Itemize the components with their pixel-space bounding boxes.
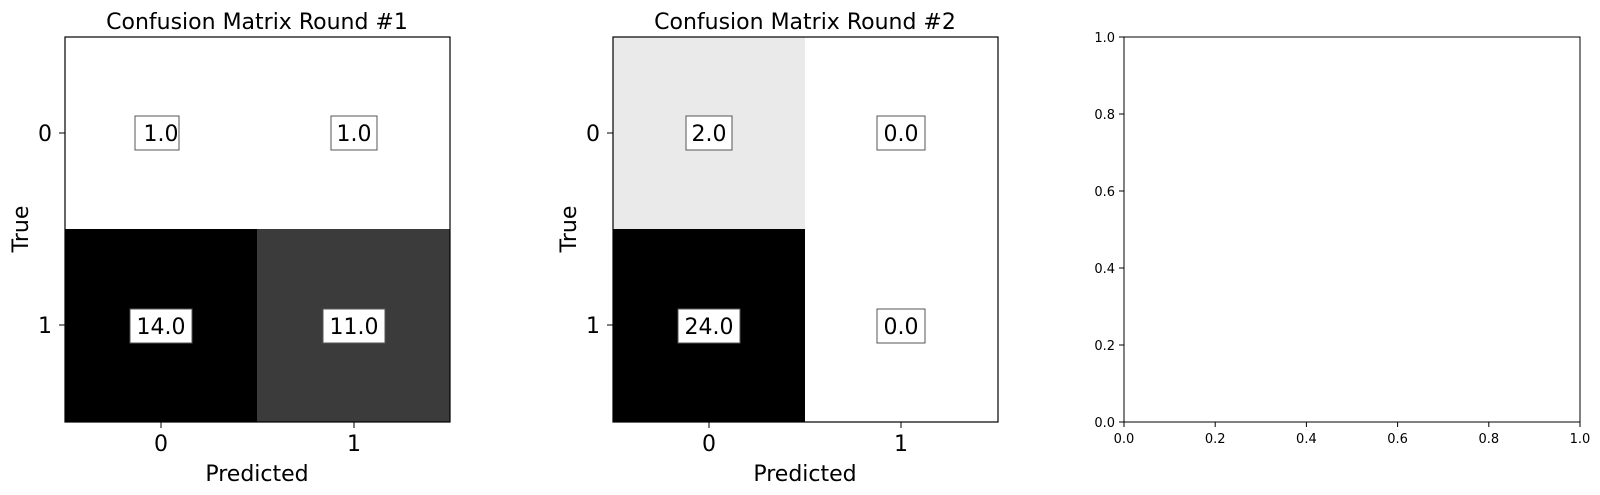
cm2-ylabel: True [557, 206, 582, 254]
empty-axes: 0.0 0.2 0.4 0.6 0.8 1.0 0.0 0.2 0.4 0.6 0.8 1.0 [1094, 31, 1590, 447]
empty-axes-xtick-label-4: 0.8 [1478, 432, 1499, 447]
confusion-matrix-2: Confusion Matrix Round #2 2.0 0.0 24.0 0… [557, 10, 999, 487]
cm1-value-0-1: 1.0 [337, 122, 372, 147]
empty-axes-xtick-label-3: 0.6 [1387, 432, 1408, 447]
empty-axes-ytick-label-5: 1.0 [1094, 31, 1115, 46]
cm1-annotation-0-0: 1.0 [134, 115, 180, 151]
cm1-ylabel: True [9, 206, 34, 254]
cm2-xlabel: Predicted [753, 462, 856, 487]
cm1-value-1-0: 14.0 [137, 315, 186, 340]
cm2-annotation-0-0: 2.0 [685, 115, 733, 151]
cm1-xtick-label-1: 1 [347, 432, 361, 457]
cm1-xlabel: Predicted [205, 462, 308, 487]
cm1-annotation-0-1: 1.0 [330, 115, 378, 151]
cm2-value-0-0: 2.0 [692, 122, 727, 147]
cm1-ytick-label-0: 0 [38, 122, 52, 147]
confusion-matrix-1: Confusion Matrix Round #1 1.0 1.0 14.0 1… [9, 10, 451, 487]
cm1-value-0-0: 1.0 [144, 122, 179, 147]
cm2-annotation-1-0: 24.0 [677, 308, 741, 344]
cm2-xtick-label-1: 1 [894, 432, 908, 457]
cm2-value-0-1: 0.0 [884, 122, 919, 147]
cm1-xtick-label-0: 0 [154, 432, 168, 457]
cm2-annotation-0-1: 0.0 [876, 115, 926, 151]
cm2-xtick-label-0: 0 [702, 432, 716, 457]
cm2-value-1-1: 0.0 [884, 315, 919, 340]
empty-axes-ytick-label-2: 0.4 [1094, 262, 1115, 277]
empty-axes-ytick-label-3: 0.6 [1094, 185, 1115, 200]
cm2-ytick-label-1: 1 [586, 314, 600, 339]
cm1-ytick-label-1: 1 [38, 314, 52, 339]
cm1-value-1-1: 11.0 [330, 315, 379, 340]
empty-axes-xtick-label-5: 1.0 [1570, 432, 1591, 447]
chart-1-title: Confusion Matrix Round #1 [106, 10, 408, 35]
empty-axes-xtick-label-0: 0.0 [1114, 432, 1135, 447]
cm2-value-1-0: 24.0 [685, 315, 734, 340]
cm2-annotation-1-1: 0.0 [876, 308, 926, 344]
empty-axes-xtick-label-1: 0.2 [1205, 432, 1226, 447]
cm2-ytick-label-0: 0 [586, 122, 600, 147]
chart-2-title: Confusion Matrix Round #2 [654, 10, 956, 35]
empty-axes-xtick-label-2: 0.4 [1296, 432, 1317, 447]
cm2-frame [612, 36, 999, 423]
cm1-annotation-1-1: 11.0 [322, 308, 386, 344]
empty-axes-frame [1123, 36, 1581, 423]
cm1-frame [64, 36, 451, 423]
empty-axes-ytick-label-4: 0.8 [1094, 108, 1115, 123]
empty-axes-ytick-label-0: 0.0 [1094, 416, 1115, 431]
empty-axes-ytick-label-1: 0.2 [1094, 339, 1115, 354]
cm1-annotation-1-0: 14.0 [129, 308, 193, 344]
